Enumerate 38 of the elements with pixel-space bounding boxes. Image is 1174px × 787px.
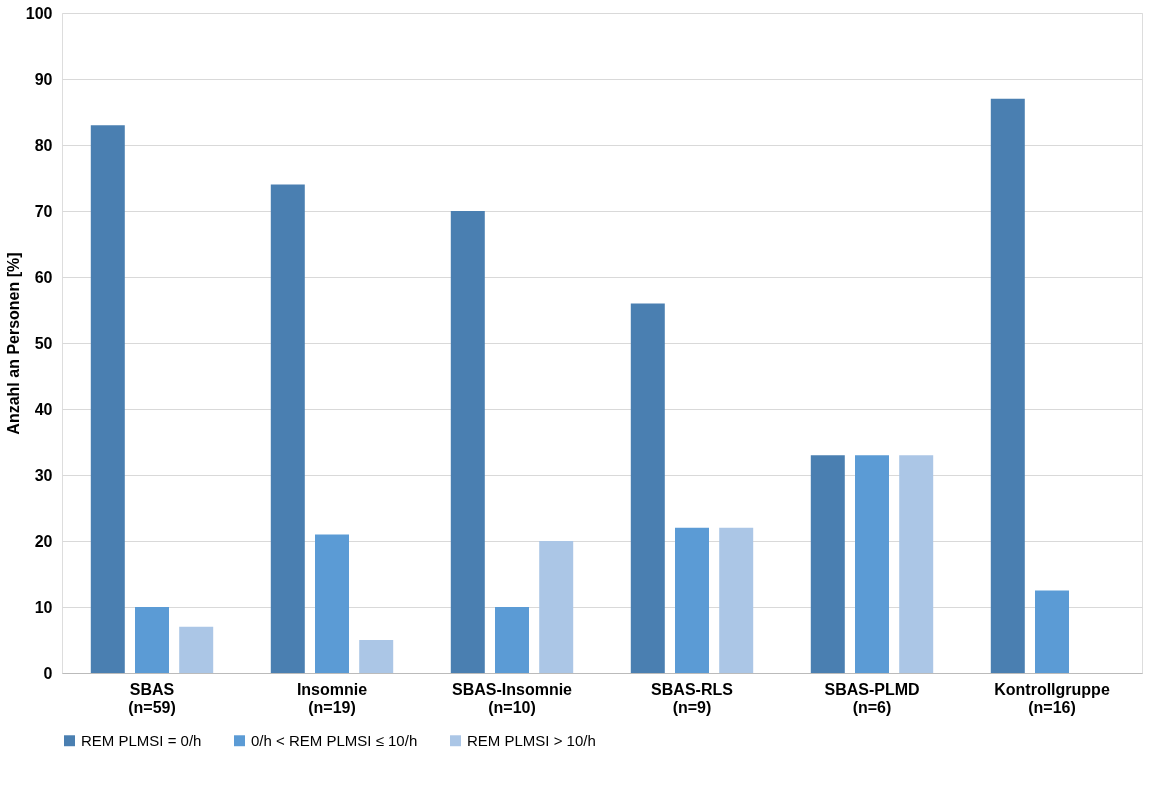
bar <box>450 211 485 673</box>
y-tick-label: 0 <box>43 664 53 682</box>
y-tick-label: 90 <box>34 70 53 88</box>
bar <box>539 541 574 673</box>
bar <box>630 303 665 673</box>
y-tick-label: 50 <box>34 334 53 352</box>
bar <box>899 455 934 673</box>
x-tick-label: Insomnie (n=19) <box>296 680 368 716</box>
legend-label: REM PLMSI = 0/h <box>81 731 202 749</box>
bar <box>810 455 845 673</box>
bar <box>495 607 529 673</box>
bar <box>135 607 169 673</box>
y-tick-label: 60 <box>34 268 53 286</box>
bar <box>675 527 709 673</box>
bar <box>719 527 754 673</box>
x-tick-label: Kontrollgruppe (n=16) <box>994 680 1110 716</box>
y-tick-label: 70 <box>34 202 53 220</box>
bar <box>855 455 889 673</box>
y-tick-label: 80 <box>34 136 53 154</box>
y-axis-title: Anzahl an Personen [%] <box>4 252 22 435</box>
x-tick-label: SBAS-PLMD (n=6) <box>824 680 920 716</box>
legend-label: 0/h < REM PLMSI ≤ 10/h <box>251 731 418 749</box>
bar <box>1035 590 1069 673</box>
bar <box>359 640 394 673</box>
y-tick-label: 40 <box>34 400 53 418</box>
y-tick-label: 100 <box>25 4 53 22</box>
y-tick-label: 10 <box>34 598 53 616</box>
y-tick-label: 30 <box>34 466 53 484</box>
bar <box>90 125 125 673</box>
bar <box>179 626 214 673</box>
bar <box>315 534 349 673</box>
bar <box>270 184 305 673</box>
bar <box>990 98 1025 673</box>
x-tick-label: SBAS (n=59) <box>128 680 176 716</box>
legend-label: REM PLMSI > 10/h <box>467 731 596 749</box>
y-tick-label: 20 <box>34 532 53 550</box>
x-tick-label: SBAS-RLS (n=9) <box>651 680 734 716</box>
x-tick-label: SBAS-Insomnie (n=10) <box>451 680 573 716</box>
